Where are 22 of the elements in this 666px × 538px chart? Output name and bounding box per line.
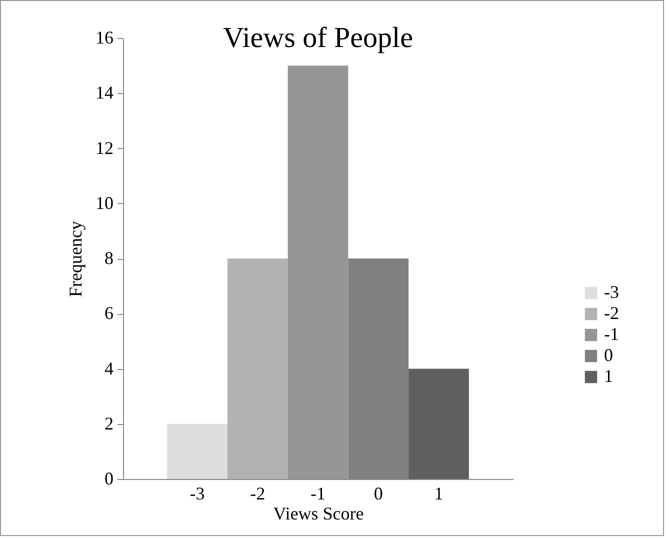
y-tick-label: 6 bbox=[104, 303, 114, 324]
y-tick-label: 0 bbox=[104, 468, 114, 488]
y-tick-label: 8 bbox=[104, 248, 114, 268]
legend-label: -2 bbox=[604, 303, 619, 323]
x-axis-title: Views Score bbox=[273, 504, 364, 524]
chart-title: Views of People bbox=[223, 22, 413, 54]
y-tick-label: 16 bbox=[96, 28, 114, 48]
x-tick-label: -2 bbox=[250, 484, 266, 504]
y-tick-label: 12 bbox=[96, 138, 114, 158]
legend-label: -1 bbox=[604, 324, 619, 344]
x-tick-label: 0 bbox=[374, 484, 383, 504]
y-tick-label: 4 bbox=[104, 358, 114, 378]
y-tick-label: 14 bbox=[96, 82, 114, 103]
x-tick-label: -3 bbox=[190, 484, 205, 504]
y-tick-label: 2 bbox=[104, 413, 114, 434]
legend-label: 0 bbox=[604, 345, 613, 365]
legend-label: -3 bbox=[604, 282, 619, 302]
x-tick-label: 1 bbox=[434, 484, 444, 504]
x-tick-label: -1 bbox=[310, 484, 326, 504]
legend-label: 1 bbox=[604, 366, 613, 386]
y-axis-title: Frequency bbox=[66, 221, 86, 297]
y-tick-label: 10 bbox=[96, 192, 114, 213]
